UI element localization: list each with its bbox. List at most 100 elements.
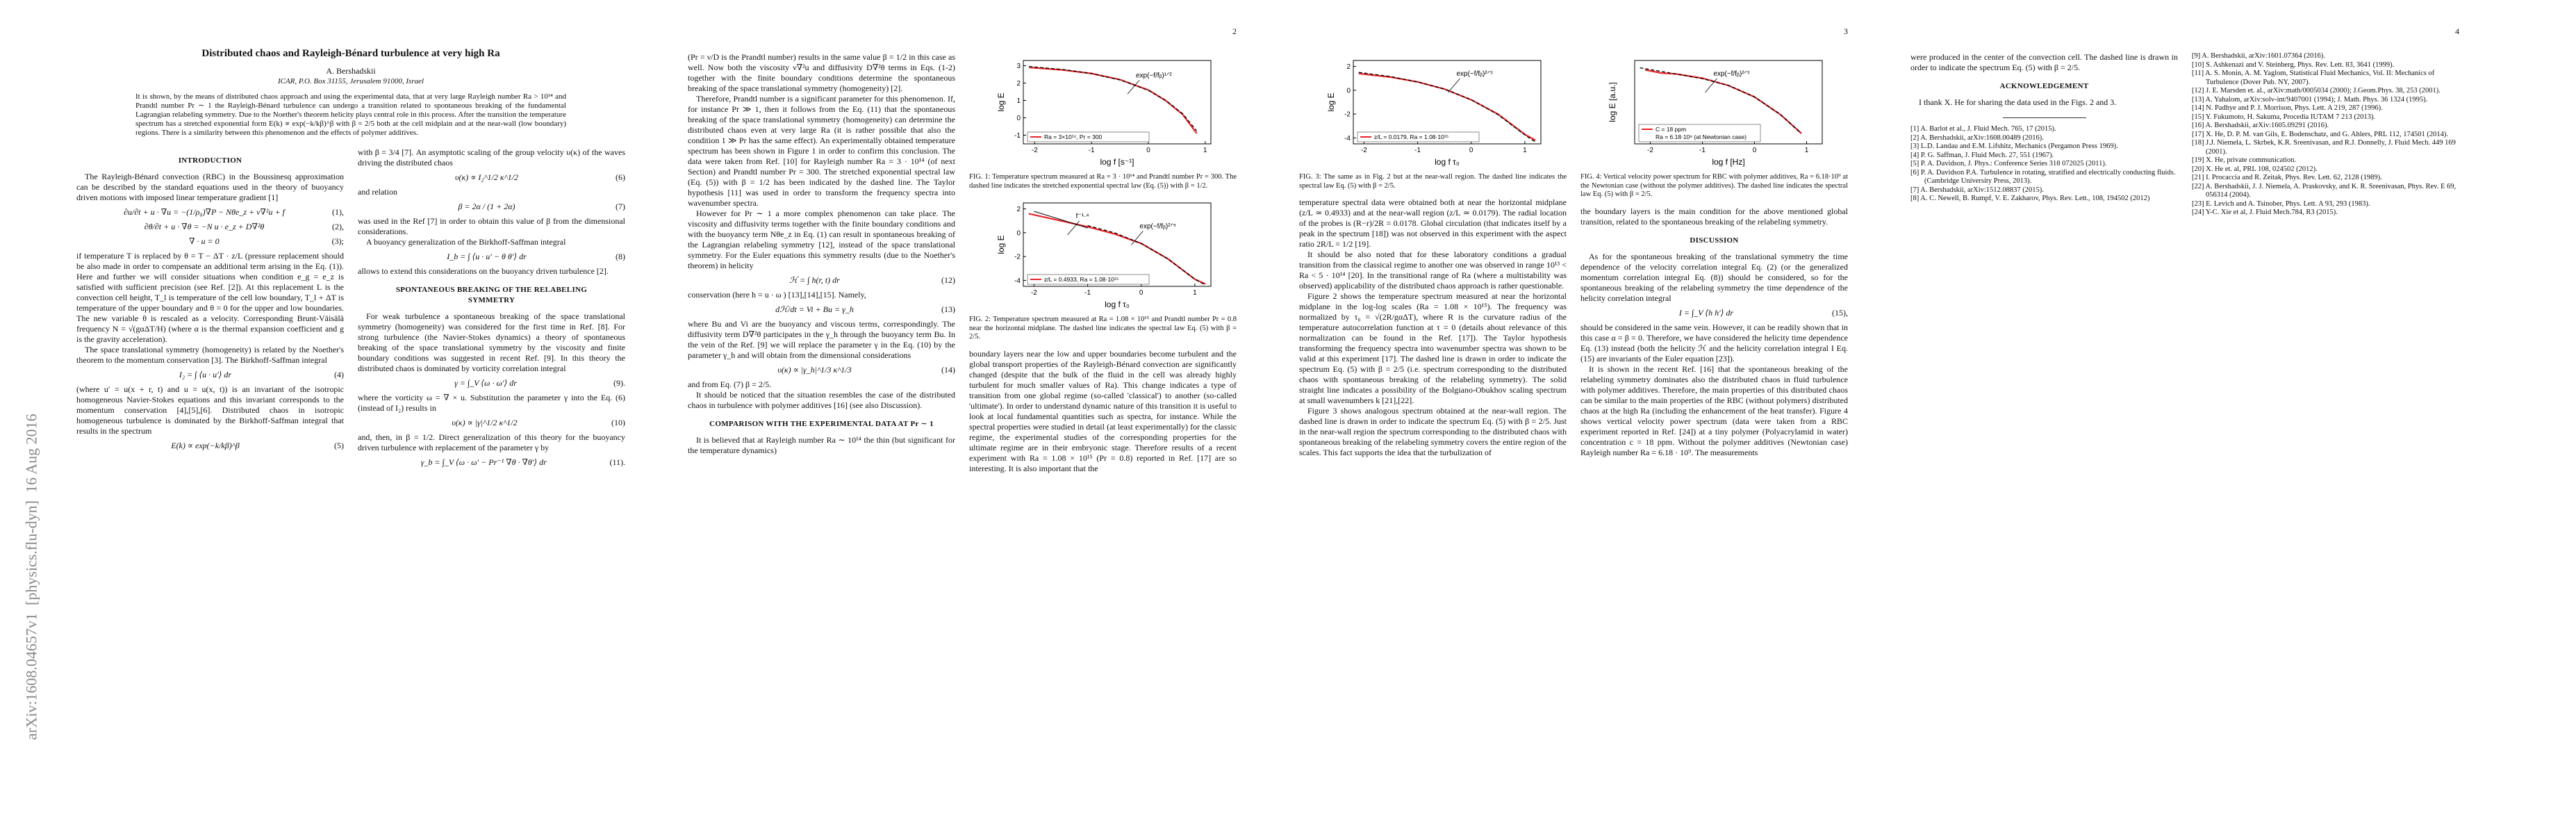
y-tick-label: -1 — [1014, 132, 1021, 140]
y-tick-label: 3 — [1016, 63, 1021, 70]
x-axis-label: log f [Hz] — [1712, 157, 1744, 167]
y-tick-label: 2 — [1346, 63, 1351, 71]
annotation-arrow — [1447, 78, 1460, 93]
page-number: 4 — [2455, 26, 2459, 36]
legend-note: Ra = 6.18·10⁹ (at Newtonian case) — [1656, 133, 1747, 140]
equation-body: ∂θ/∂t + u · ∇θ = −N u · e_z + D∇²θ — [144, 222, 265, 231]
annotation: exp(−f/fᵦ)²ᐟ⁵ — [1456, 70, 1493, 78]
equation-number: (14) — [941, 365, 955, 375]
reference: [4] P. G. Saffman, J. Fluid Mech. 27, 55… — [1910, 151, 2054, 159]
reference: [15] Y. Fukumoto, H. Sakuma, Procedia IU… — [2192, 113, 2375, 121]
paper-title: Distributed chaos and Rayleigh-Bénard tu… — [201, 48, 500, 59]
x-tick-label: 1 — [1193, 289, 1197, 297]
equation-number: (5) — [334, 441, 344, 450]
equation: I = ∫_V ⟨h h′⟩ dr (15), — [1580, 308, 1848, 318]
y-axis-label: log E — [996, 92, 1006, 111]
paragraph: It should be noticed that the situation … — [688, 390, 955, 410]
x-tick-label: 0 — [1139, 289, 1143, 297]
paragraph: (Pr = ν/D is the Prandtl number) results… — [688, 52, 955, 93]
x-tick-label: -1 — [1088, 147, 1094, 154]
fit-line — [1358, 72, 1536, 142]
page-number: 3 — [1844, 26, 1848, 36]
x-tick-label: -2 — [1647, 147, 1653, 154]
equation-number: (15), — [1832, 307, 1848, 318]
equation-body: ∇ · u = 0 — [189, 236, 220, 246]
reference: [22] A. Bershadskii, J. J. Niemela, A. P… — [2192, 182, 2457, 199]
annotation: exp(−f/fᵦ)²ᐟ⁵ — [1139, 222, 1176, 230]
paragraph: Therefore, Prandtl number is a significa… — [688, 94, 955, 208]
page: Distributed chaos and Rayleigh-Bénard tu… — [76, 0, 625, 834]
column: -2 -1 0 1 3 2 1 0 -1 log f [s⁻¹] log E Ra = 3×10¹⁴,… — [969, 52, 1237, 474]
y-tick-label: 0 — [1016, 115, 1021, 122]
y-tick-label: -2 — [1014, 254, 1021, 261]
x-tick-label: -2 — [1360, 147, 1367, 154]
front-matter: Distributed chaos and Rayleigh-Bénard tu… — [76, 49, 625, 138]
equation-number: (10) — [611, 418, 625, 427]
reference-separator — [2002, 117, 2086, 118]
equation-body: β = 2α / (1 + 2α) — [458, 202, 515, 211]
equation-body: γ = ∫_V ⟨ω · ω′⟩ dr — [454, 378, 517, 388]
legend-label: z/L = 0.0179, Ra = 1.08·10¹⁵ — [1374, 133, 1448, 140]
x-tick-label: 1 — [1203, 147, 1207, 154]
x-axis-label: log f [s⁻¹] — [1100, 157, 1134, 167]
y-tick-label: 0 — [1346, 87, 1351, 95]
paragraph: A buoyancy generalization of the Birkhof… — [366, 237, 566, 247]
reference: [11] A. S. Monin, A. M. Yaglom, Statisti… — [2192, 70, 2435, 86]
paragraph: It is shown in the recent Ref. [16] that… — [1580, 363, 1848, 457]
equation-number: (12) — [941, 275, 955, 285]
fit-line — [1028, 66, 1197, 131]
equation: I₂ = ∫ ⟨u · u′⟩ dr (4) — [76, 370, 344, 380]
x-tick-label: 0 — [1752, 147, 1756, 154]
abstract: It is shown, by the means of distributed… — [135, 92, 566, 137]
equation: υ(κ) ∝ |γ_h|^1/3 κ^1/3 (14) — [688, 365, 955, 375]
page: 3 -2 -1 0 1 2 0 -2 -4 log f τ₀ log E z/L = 0.0179, … — [1299, 0, 1848, 834]
reference: [17] X. He, D. P. M. van Gils, E. Bodens… — [2192, 130, 2449, 138]
reference: [9] A. Bershadskii, arXiv:1601.07364 (20… — [2192, 52, 2325, 60]
column: [9] A. Bershadskii, arXiv:1601.07364 (20… — [2192, 52, 2459, 218]
paragraph: conservation (here h = u · ω ) [13],[14]… — [688, 290, 866, 300]
equation-body: ∂u/∂t + u · ∇u = −(1/ρ₀)∇P − Nθe_z + ν∇²… — [124, 207, 285, 217]
equation-number: (1), — [332, 207, 344, 217]
fit-line — [1087, 224, 1206, 286]
y-tick-label: -4 — [1014, 277, 1021, 285]
paragraph: with β = 3/4 [7]. An asymptotic scaling … — [358, 147, 625, 167]
reference: [16] A. Bershadskii, arXiv:1605.09291 (2… — [2192, 122, 2329, 129]
y-tick-label: -2 — [1344, 111, 1351, 119]
reference: [13] A. Yahalom, arXiv:solv-int/9407001 … — [2192, 95, 2428, 104]
paragraph: and relation — [358, 187, 397, 197]
column: with β = 3/4 [7]. An asymptotic scaling … — [358, 147, 625, 472]
paragraph: was used in the Ref [7] in order to obta… — [358, 216, 625, 236]
section-heading: ACKNOWLEDGEMENT — [1999, 82, 2089, 90]
y-tick-label: 0 — [1016, 229, 1021, 237]
reference: [24] Y-C. Xie et al, J. Fluid Mech.784, … — [2192, 208, 2338, 216]
annotation-arrow — [1066, 220, 1080, 236]
paragraph: the boundary layers is the main conditio… — [1580, 206, 1848, 227]
column: (Pr = ν/D is the Prandtl number) results… — [688, 52, 955, 474]
equation-number: (7) — [616, 202, 625, 211]
reference: [5] P. A. Davidson, J. Phys.: Conference… — [1910, 160, 2107, 167]
equation-body: ℋ = ∫ h(r, t) dr — [789, 275, 840, 285]
author: A. Bershadskii — [326, 66, 376, 76]
paragraph: Figure 3 shows analogous spectrum obtain… — [1299, 406, 1567, 457]
paragraph: were produced in the center of the conve… — [1910, 52, 2178, 72]
paragraph: The Rayleigh-Bénard convection (RBC) in … — [76, 172, 344, 202]
affiliation: ICAR, P.O. Box 31155, Jerusalem 91000, I… — [277, 77, 424, 85]
data-line — [1644, 69, 1802, 134]
equation: ∇ · u = 0 (3); — [76, 236, 344, 247]
annotation: f⁻¹·⁴ — [1075, 213, 1089, 220]
reference: [2] A. Bershadskii, arXiv:1608.00489 (20… — [1910, 133, 2044, 142]
legend-box — [1027, 274, 1149, 285]
paragraph: where the vorticity ω = ∇ × u. Substitut… — [358, 393, 625, 413]
section-heading: DISCUSSION — [1690, 236, 1739, 245]
equation: dℋ/dt = Vi + Bu = γ_h (13) — [688, 304, 955, 315]
page: 4 were produced in the center of the conv… — [1910, 0, 2459, 834]
paragraph: It should be also noted that for these l… — [1299, 250, 1567, 291]
x-tick-label: 0 — [1469, 147, 1473, 154]
figure-caption: FIG. 2: Temperature spectrum measured at… — [969, 316, 1237, 341]
plot-frame — [1023, 60, 1211, 145]
reference-list: [1] A. Barlot et al., J. Fluid Mech. 765… — [1910, 125, 2178, 204]
reference: [23] E. Levich and A. Tsinober, Phys. Le… — [2192, 199, 2370, 208]
equation-number: (4) — [334, 370, 344, 379]
figure-caption: FIG. 4: Vertical velocity power spectrum… — [1580, 173, 1848, 198]
x-tick-label: -2 — [1030, 289, 1037, 297]
